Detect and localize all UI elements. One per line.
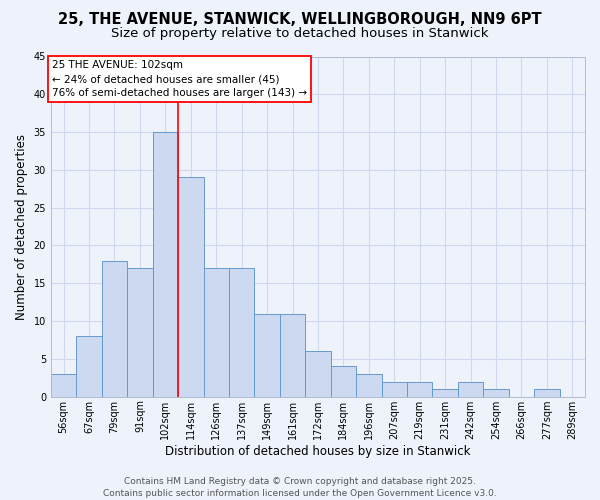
Bar bbox=[254, 314, 280, 396]
Bar bbox=[127, 268, 152, 396]
Y-axis label: Number of detached properties: Number of detached properties bbox=[15, 134, 28, 320]
Bar bbox=[76, 336, 102, 396]
Bar bbox=[102, 260, 127, 396]
Text: Contains HM Land Registry data © Crown copyright and database right 2025.
Contai: Contains HM Land Registry data © Crown c… bbox=[103, 476, 497, 498]
Bar bbox=[280, 314, 305, 396]
Bar bbox=[458, 382, 483, 396]
Bar bbox=[331, 366, 356, 396]
Bar bbox=[407, 382, 433, 396]
Bar bbox=[433, 389, 458, 396]
Bar bbox=[51, 374, 76, 396]
Text: Size of property relative to detached houses in Stanwick: Size of property relative to detached ho… bbox=[111, 28, 489, 40]
Bar bbox=[382, 382, 407, 396]
Bar bbox=[483, 389, 509, 396]
Bar bbox=[178, 178, 203, 396]
Text: 25, THE AVENUE, STANWICK, WELLINGBOROUGH, NN9 6PT: 25, THE AVENUE, STANWICK, WELLINGBOROUGH… bbox=[58, 12, 542, 28]
Bar bbox=[229, 268, 254, 396]
Bar bbox=[203, 268, 229, 396]
Bar bbox=[534, 389, 560, 396]
Text: 25 THE AVENUE: 102sqm
← 24% of detached houses are smaller (45)
76% of semi-deta: 25 THE AVENUE: 102sqm ← 24% of detached … bbox=[52, 60, 307, 98]
Bar bbox=[305, 352, 331, 397]
Bar bbox=[152, 132, 178, 396]
Bar bbox=[356, 374, 382, 396]
X-axis label: Distribution of detached houses by size in Stanwick: Distribution of detached houses by size … bbox=[165, 444, 471, 458]
